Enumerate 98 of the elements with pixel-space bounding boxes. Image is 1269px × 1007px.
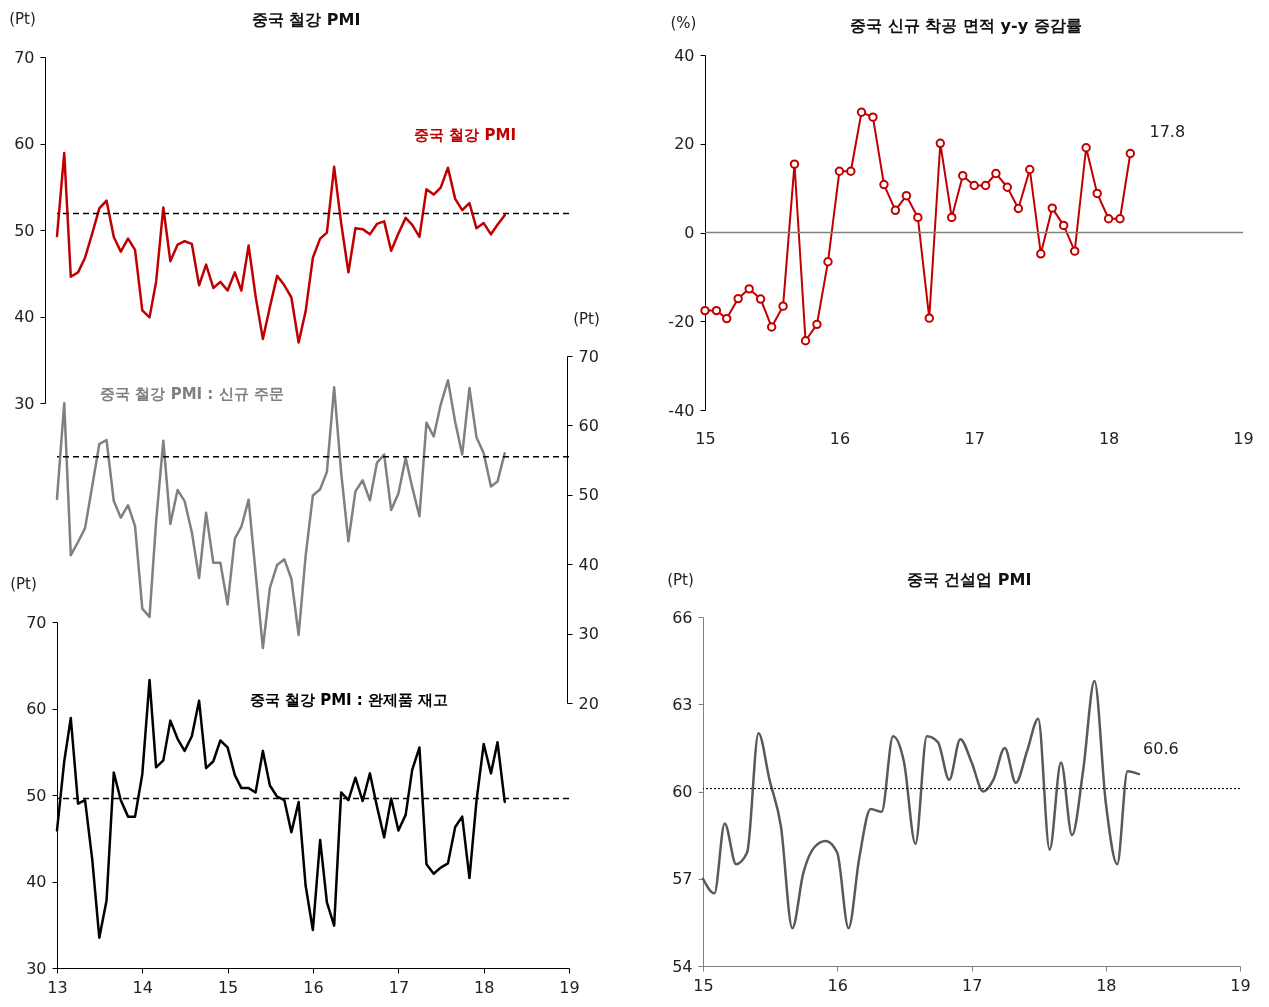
point (935, 138, 946, 149)
y-axis-title: (Pt) (667, 570, 694, 589)
chart-title: 중국 철강 PMI (251, 10, 361, 29)
y-tick-label: 54 (672, 956, 693, 976)
point (1125, 148, 1136, 159)
text: 중국 철강 PMI (414, 126, 516, 144)
x-tick-label: 16 (829, 428, 851, 448)
x-tick-label: 15 (695, 428, 716, 448)
y-axis-title: (Pt) (9, 9, 36, 28)
y-tick-label: 60 (14, 134, 35, 153)
y-tick-label: 30 (14, 393, 35, 413)
point (958, 171, 968, 181)
point (1115, 214, 1125, 224)
line-series (55, 379, 506, 650)
point (778, 301, 788, 311)
x-tick-label: 18 (1098, 428, 1120, 448)
point (812, 319, 822, 330)
x-tick-label: 17 (388, 977, 410, 997)
text: 중국 철강 PMI : 완제품 재고 (249, 691, 449, 709)
point (823, 257, 833, 267)
point (991, 168, 1001, 179)
point (947, 212, 957, 223)
point (868, 112, 878, 122)
point (856, 107, 867, 117)
y-tick-label: 50 (26, 785, 47, 805)
point (800, 336, 811, 346)
annotation: 60.6 (1143, 739, 1179, 759)
line-series (55, 151, 506, 344)
y-tick-label: 60 (26, 699, 47, 718)
y-tick-label: -40 (668, 400, 695, 420)
x-tick-label: 18 (474, 977, 495, 997)
y-tick-label: 70 (14, 47, 35, 67)
y-tick-label: 57 (672, 869, 693, 889)
y-tick-label: 0 (684, 223, 695, 242)
y-tick-label: 40 (26, 872, 47, 891)
x-tick-label: 16 (303, 977, 324, 997)
y-tick-label: 50 (578, 485, 599, 505)
annotation: 17.8 (1149, 121, 1186, 141)
point (766, 322, 777, 332)
y-tick-label: 40 (578, 554, 599, 574)
y-axis-title: (Pt) (573, 309, 600, 328)
point (890, 205, 901, 216)
x-tick-label: 17 (962, 975, 983, 995)
y-tick-label: 70 (578, 346, 599, 366)
y-tick-label: 60 (578, 415, 599, 435)
y-tick-label: 20 (674, 134, 695, 154)
point (755, 294, 766, 304)
point (1103, 214, 1114, 224)
x-tick-label: 18 (1096, 975, 1117, 995)
point (733, 293, 743, 304)
y-axis-title: (Pt) (10, 574, 37, 593)
y-axis-title: (%) (670, 13, 697, 32)
point (913, 212, 923, 223)
text: 중국 철강 PMI : 신규 주문 (100, 385, 284, 403)
x-tick-label: 19 (1230, 975, 1251, 995)
point (1036, 249, 1046, 259)
y-tick-label: 63 (672, 694, 693, 714)
x-tick-label: 17 (964, 428, 985, 448)
point (711, 305, 722, 316)
point (1013, 203, 1024, 214)
x-tick-label: 13 (47, 977, 68, 997)
point (834, 166, 845, 176)
y-tick-label: 60 (672, 782, 693, 801)
point (980, 180, 991, 191)
x-tick-label: 14 (132, 977, 153, 997)
point (1058, 220, 1069, 231)
x-tick-label: 19 (1233, 428, 1254, 448)
y-tick-label: 40 (14, 307, 35, 326)
point (879, 179, 889, 190)
point (846, 166, 856, 176)
point (1002, 182, 1013, 192)
y-tick-label: 30 (578, 624, 599, 644)
line-series (701, 679, 1141, 930)
point (722, 313, 732, 324)
point (744, 284, 754, 294)
y-tick-label: 30 (26, 958, 47, 978)
point (1025, 164, 1035, 175)
x-tick-label: 16 (827, 975, 848, 995)
point (924, 313, 934, 323)
point (789, 159, 800, 169)
x-tick-label: 19 (559, 977, 580, 997)
point (969, 180, 979, 191)
point (1070, 246, 1080, 256)
y-tick-label: 66 (672, 607, 693, 627)
y-tick-label: 40 (674, 45, 695, 65)
point (1047, 203, 1057, 213)
x-tick-label: 15 (217, 977, 239, 997)
point (901, 190, 912, 201)
chart-title: 중국 신규 착공 면적 y-y 증감률 (850, 16, 1082, 35)
y-tick-label: 50 (14, 220, 35, 240)
chart-title: 중국 건설업 PMI (906, 570, 1032, 589)
point (1092, 188, 1102, 199)
point (1081, 143, 1091, 153)
y-tick-label: 20 (578, 693, 599, 713)
y-tick-label: 70 (26, 612, 47, 632)
x-tick-label: 15 (693, 975, 714, 995)
point (700, 305, 710, 316)
y-tick-label: -20 (668, 311, 695, 331)
